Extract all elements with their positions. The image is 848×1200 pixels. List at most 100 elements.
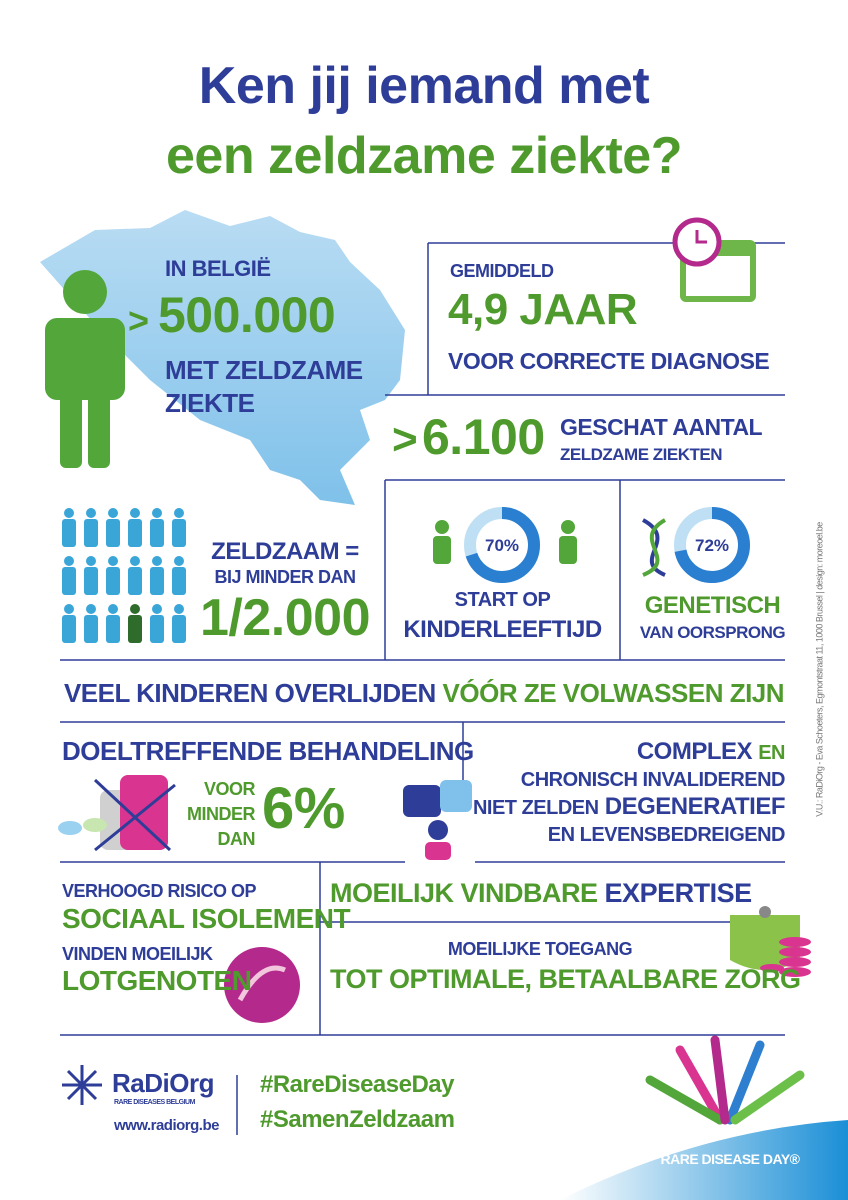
rare-line1: ZELDZAAM = bbox=[211, 538, 359, 565]
complex-line2: CHRONISCH INVALIDEREND bbox=[520, 769, 786, 791]
person bbox=[128, 519, 142, 547]
calendar-icon bbox=[672, 217, 756, 302]
person bbox=[108, 508, 118, 518]
person bbox=[174, 604, 184, 614]
belgium-map bbox=[40, 210, 405, 505]
person bbox=[84, 615, 98, 643]
complex-3b: DEGENERATIEF bbox=[604, 793, 786, 820]
belgium-prefix: IN BELGIË bbox=[165, 256, 271, 281]
diseases-number: 6.100 bbox=[422, 409, 545, 465]
person bbox=[62, 567, 76, 595]
belgium-line2: ZIEKTE bbox=[165, 388, 255, 418]
donut-arc bbox=[464, 507, 540, 583]
banner-part2: VÓÓR ZE VOLWASSEN ZIJN bbox=[442, 678, 785, 708]
person bbox=[84, 519, 98, 547]
person bbox=[152, 508, 162, 518]
childhood-line2: KINDERLEEFTIJD bbox=[403, 616, 602, 643]
people-grid bbox=[62, 508, 186, 643]
banner: VEEL KINDEREN OVERLIJDEN VÓÓR ZE VOLWASS… bbox=[0, 680, 848, 706]
donut-label: 70% bbox=[485, 536, 519, 555]
person-icon bbox=[45, 270, 125, 468]
genetic-line2: VAN OORSPRONG bbox=[639, 623, 786, 642]
complex-line1: COMPLEX EN bbox=[636, 738, 786, 765]
person bbox=[84, 567, 98, 595]
person bbox=[62, 519, 76, 547]
diseases-line2: ZELDZAME ZIEKTEN bbox=[560, 445, 723, 464]
isolation-line4: LOTGENOTEN bbox=[62, 965, 252, 996]
person bbox=[174, 508, 184, 518]
person bbox=[130, 604, 140, 614]
isolation-line2: SOCIAAL ISOLEMENT bbox=[62, 903, 351, 934]
dna-icon bbox=[642, 518, 667, 577]
person bbox=[150, 567, 164, 595]
belgium-number: 500.000 bbox=[158, 287, 336, 343]
person bbox=[106, 519, 120, 547]
person bbox=[86, 508, 96, 518]
person bbox=[64, 604, 74, 614]
access-line2: TOT OPTIMALE, BETAALBARE ZORG bbox=[330, 964, 801, 994]
url: www.radiorg.be bbox=[114, 1117, 219, 1134]
access-line1: MOEILIJKE TOEGANG bbox=[447, 939, 633, 959]
banner-part1: VEEL KINDEREN OVERLIJDEN bbox=[63, 678, 436, 708]
person bbox=[64, 556, 74, 566]
person bbox=[128, 567, 142, 595]
hashtag: #SamenZeldzaam bbox=[260, 1106, 455, 1133]
rare-number: 1/2.000 bbox=[200, 589, 371, 647]
expertise-part1: MOEILIJK VINDBARE bbox=[330, 878, 598, 908]
person bbox=[150, 519, 164, 547]
donut-arc bbox=[674, 507, 750, 583]
person bbox=[172, 519, 186, 547]
isolation-line1: VERHOOGD RISICO OP bbox=[62, 881, 257, 901]
complex-line3: NIET ZELDEN DEGENERATIEF bbox=[472, 793, 786, 820]
treatment-q2: DAN bbox=[217, 829, 256, 849]
belgium-line1: MET ZELDZAME bbox=[165, 355, 363, 385]
diagnosis-number: 4,9 JAAR bbox=[448, 285, 638, 334]
childhood-line1: START OP bbox=[454, 589, 551, 611]
hands-icon bbox=[224, 947, 300, 1023]
treatment-number: 6% bbox=[262, 776, 345, 841]
diagnosis-suffix: VOOR CORRECTE DIAGNOSE bbox=[448, 348, 770, 374]
radiorg-star bbox=[62, 1065, 102, 1105]
treatment-q1: MINDER bbox=[187, 804, 256, 824]
complex-3a: NIET ZELDEN bbox=[472, 797, 599, 819]
belgium-symbol: > bbox=[128, 300, 149, 341]
person bbox=[152, 556, 162, 566]
donut-label: 72% bbox=[695, 536, 729, 555]
person bbox=[108, 604, 118, 614]
person bbox=[86, 604, 96, 614]
complex-1a: COMPLEX bbox=[636, 738, 753, 765]
person bbox=[174, 556, 184, 566]
genetic-line1: GENETISCH bbox=[644, 592, 781, 619]
diseases-line1: GESCHAT AANTAL bbox=[560, 414, 763, 440]
logo: RaDiOrg bbox=[112, 1068, 214, 1098]
treatment-title: DOELTREFFENDE BEHANDELING bbox=[62, 736, 474, 766]
title-line1: Ken jij iemand met bbox=[198, 57, 650, 115]
complex-1b: EN bbox=[758, 742, 785, 764]
hashtag: #RareDiseaseDay bbox=[260, 1071, 454, 1098]
purse-icon bbox=[730, 906, 811, 977]
complex-line4: EN LEVENSBEDREIGEND bbox=[547, 824, 786, 846]
pills-icon bbox=[58, 775, 176, 852]
person bbox=[86, 556, 96, 566]
donuts: 70% 72% bbox=[464, 507, 750, 583]
isolation-line3: VINDEN MOEILIJK bbox=[62, 944, 213, 964]
person bbox=[172, 567, 186, 595]
title-line2: een zeldzame ziekte? bbox=[166, 127, 683, 185]
person bbox=[128, 615, 142, 643]
person bbox=[106, 567, 120, 595]
rdd-label: RARE DISEASE DAY® bbox=[660, 1151, 801, 1167]
diagnosis-prefix: GEMIDDELD bbox=[450, 261, 554, 281]
person bbox=[108, 556, 118, 566]
credit: V.U.: RaDiOrg - Eva Schoeters, Egmontstr… bbox=[814, 522, 825, 817]
person bbox=[130, 508, 140, 518]
diseases-symbol: > bbox=[392, 415, 418, 464]
child-icons bbox=[433, 520, 577, 564]
dividers bbox=[60, 242, 785, 1135]
expertise-part2: EXPERTISE bbox=[604, 878, 753, 908]
person bbox=[152, 604, 162, 614]
treatment-q0: VOOR bbox=[203, 779, 256, 799]
expertise: MOEILIJK VINDBARE EXPERTISE bbox=[330, 878, 752, 908]
person bbox=[172, 615, 186, 643]
